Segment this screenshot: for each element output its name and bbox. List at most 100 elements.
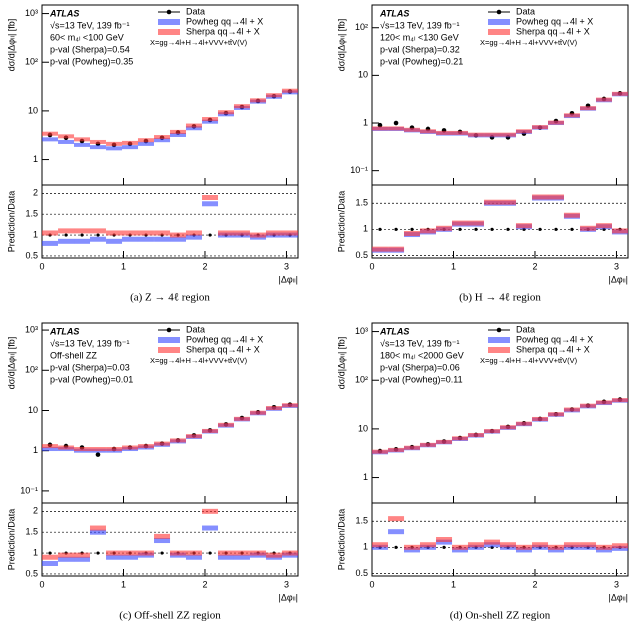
ratio-bin [611, 228, 628, 234]
ratio-bin [265, 552, 282, 558]
ratio-bin [202, 525, 219, 531]
x-tick-label: 0 [369, 579, 374, 589]
legend-marker [488, 19, 510, 25]
ratio-bin [106, 554, 123, 560]
experiment-label: ATLAS [49, 8, 79, 18]
panel: 1 10 10² 10³ 0.5 1 1.5 2 0 1 2 3 dσ/d|Δφₗₗ| [fb] Pred… [6, 4, 299, 304]
prediction-bin [484, 132, 501, 137]
ratio-y-tick-label: 1.5 [355, 198, 368, 208]
x-tick-label: 3 [284, 261, 289, 271]
ratio-bin [452, 220, 469, 226]
data-point [95, 452, 101, 457]
ratio-bin [467, 542, 484, 548]
ratio-data-point [474, 227, 478, 231]
ratio-bin [563, 212, 580, 218]
prediction-bin [436, 130, 453, 135]
prediction-bin [106, 447, 123, 452]
pvalue-label: p-val (Powheg)=0.11 [380, 374, 463, 384]
ratio-data-point [506, 227, 510, 231]
ratio-data-point [378, 227, 382, 231]
ratio-data-point [538, 227, 542, 231]
y-axis-label: dσ/d|Δφₗₗ| [fb] [6, 337, 16, 390]
ratio-bin [436, 225, 453, 231]
prediction-bin [58, 445, 75, 450]
ratio-bin [452, 547, 469, 553]
ratio-bin [89, 529, 106, 535]
prediction-bin [515, 421, 532, 426]
prediction-bin [419, 442, 436, 447]
prediction-bin [595, 97, 612, 102]
process-note: X=gg→4l+H→4l+VVV+tt̄V(V) [480, 38, 578, 47]
ratio-data-point [490, 227, 494, 231]
y-tick-label: 10² [25, 365, 38, 375]
prediction-bin [515, 129, 532, 134]
ratio-bin [137, 236, 154, 242]
ratio-bin [419, 228, 436, 234]
y-axis-label: dσ/d|Δφₗₗ| [fb] [336, 337, 346, 390]
ratio-frame [41, 502, 299, 577]
ratio-bin [170, 550, 187, 556]
ratio-bin [202, 195, 219, 201]
x-tick-label: 1 [451, 579, 456, 589]
ratio-y-axis-label: Prediction/Data [336, 191, 346, 253]
x-tick-label: 1 [121, 261, 126, 271]
prediction-bin [452, 130, 469, 135]
process-note: X=gg→4l+H→4l+VVV+tt̄V(V) [480, 356, 578, 365]
x-axis-label: |Δφₗₗ| [278, 274, 298, 284]
ratio-bin [41, 554, 58, 560]
prediction-bin [89, 145, 106, 150]
prediction-bin [595, 400, 612, 405]
prediction-bin [452, 436, 469, 441]
prediction-bin [250, 410, 267, 415]
ratio-bin [137, 550, 154, 556]
ratio-bin [202, 508, 219, 514]
legend-label: Powheg qq→4l + X [186, 334, 263, 344]
x-tick-label: 3 [284, 579, 289, 589]
prediction-bin [611, 91, 628, 96]
y-axis-label: dσ/d|Δφₗₗ| [fb] [6, 19, 16, 72]
ratio-bin [185, 234, 202, 240]
prediction-bin [170, 129, 187, 134]
ratio-bin [611, 543, 628, 549]
prediction-bin [371, 449, 388, 454]
legend-marker [158, 347, 180, 353]
x-tick-label: 0 [39, 261, 44, 271]
ratio-frame [371, 184, 629, 259]
prediction-bin [122, 145, 139, 150]
prediction-bin [106, 146, 123, 151]
ratio-bin [563, 542, 580, 548]
prediction-bin [89, 447, 106, 452]
ratio-bin [58, 238, 75, 244]
ratio-bin [58, 228, 75, 234]
ratio-bin [41, 560, 58, 566]
ratio-bin [89, 228, 106, 234]
prediction-bin [580, 403, 597, 408]
y-tick-label: 10³ [25, 8, 38, 18]
prediction-bin [106, 141, 123, 146]
ratio-bin [281, 230, 298, 236]
prediction-bin [202, 117, 219, 122]
ratio-data-point [80, 233, 84, 237]
ratio-bin [436, 537, 453, 542]
legend-label: Powheg qq→4l + X [186, 16, 263, 26]
ratio-bin [217, 554, 234, 560]
prediction-bin [563, 113, 580, 118]
prediction-bin [265, 93, 282, 98]
y-tick-label: 10⁻¹ [20, 485, 38, 495]
legend-marker [496, 327, 502, 333]
panel: 10⁻¹ 1 10 10² 0.5 1 1.5 0 1 2 3 dσ/d|Δφₗₗ| [fb] Pred… [336, 4, 629, 304]
ratio-bin [185, 230, 202, 236]
ratio-y-axis-label: Prediction/Data [336, 509, 346, 571]
prediction-bin [217, 110, 234, 115]
panel: 10⁻¹ 1 10 10² 10³ 0.5 1 1.5 2 0 1 2 3 dσ/d|Δφₗₗ| [fb]… [6, 322, 299, 622]
ratio-y-tick-label: 0.5 [355, 568, 368, 578]
ratio-y-tick-label: 2 [33, 188, 38, 198]
legend-marker [158, 29, 180, 35]
ratio-bin [371, 542, 388, 548]
caption: (b) H → 4ℓ region [459, 292, 541, 304]
ratio-bin [388, 246, 405, 252]
ratio-bin [580, 542, 597, 548]
ratio-bin [41, 230, 58, 236]
